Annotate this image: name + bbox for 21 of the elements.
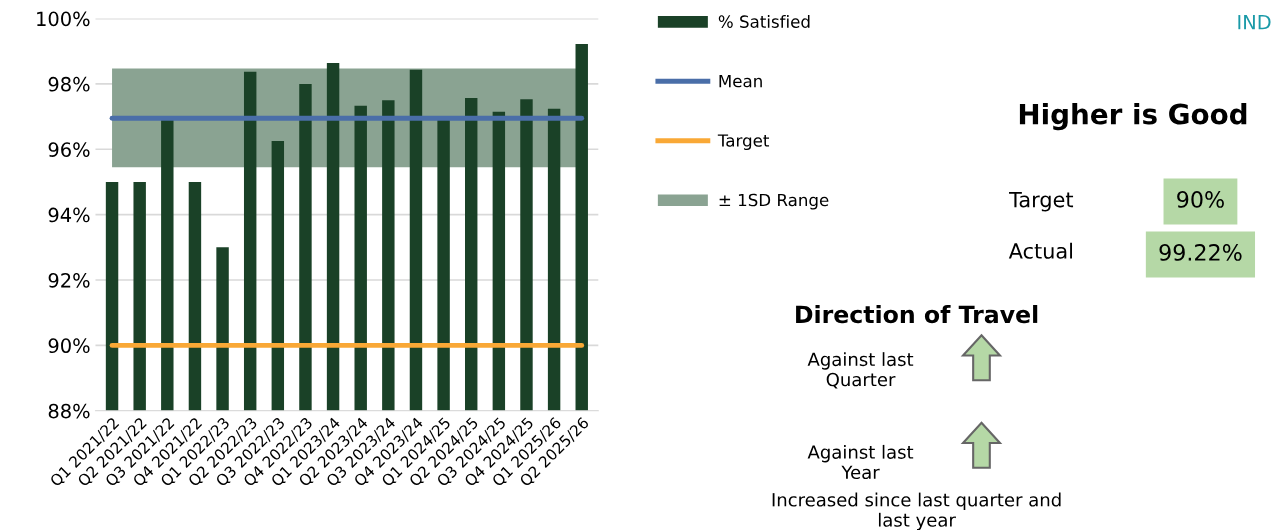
text: IND [1238,15,1271,30]
text: Actual [1008,242,1072,259]
y-tick-label: 100% [37,11,90,27]
y-tick-label: 90% [48,338,90,354]
text: Increased since last quarter and last year [772,492,1061,530]
text: 99.22% [1159,244,1242,261]
text: Higher is Good [1019,103,1247,131]
y-tick-label: 88% [48,403,90,419]
text: Direction of Travel [796,304,1038,324]
legend-label: Mean [719,74,762,88]
y-tick-label: 94% [48,207,90,223]
text: Against last Quarter [807,352,914,389]
text: Against last Year [807,444,914,480]
legend-label: % Satisfied [718,15,810,28]
text: 90% [1177,191,1224,208]
legend-label: ± 1SD Range [719,193,829,210]
text: Target [1009,191,1074,212]
y-tick-label: 96% [48,142,90,157]
y-tick-label: 98% [48,76,90,92]
legend-label: Target [717,134,770,151]
y-tick-label: 92% [48,272,90,288]
